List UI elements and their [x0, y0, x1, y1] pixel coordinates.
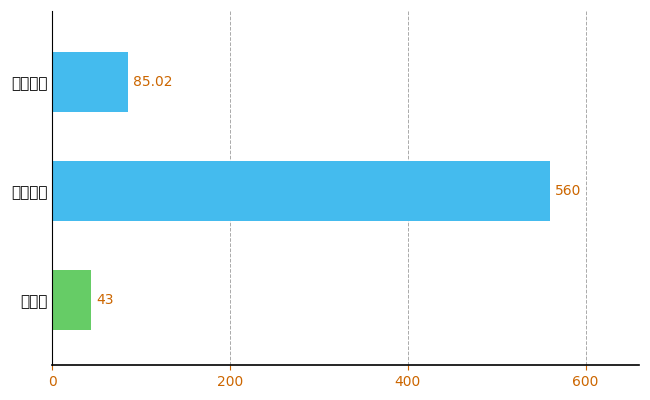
- Text: 85.02: 85.02: [133, 75, 173, 89]
- Bar: [53, 161, 550, 221]
- Text: 560: 560: [555, 184, 582, 198]
- Text: 43: 43: [96, 293, 114, 307]
- Bar: [53, 270, 91, 330]
- Bar: [53, 52, 128, 112]
